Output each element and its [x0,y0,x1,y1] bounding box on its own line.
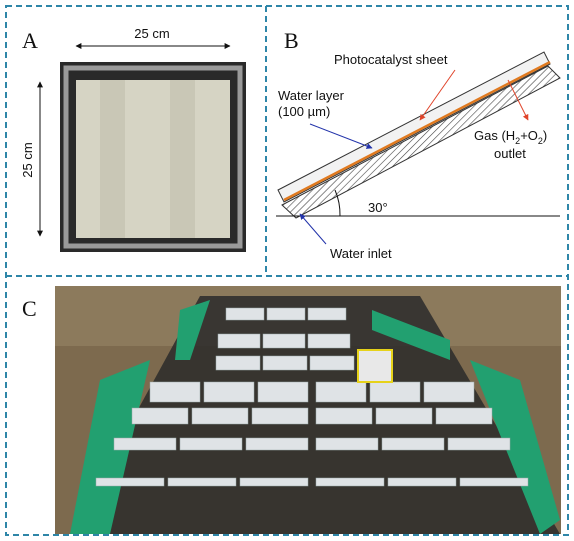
sheet-label: Photocatalyst sheet [334,52,448,67]
solar-panel [316,438,378,450]
solar-panel [310,356,354,370]
solar-panel [316,382,366,402]
angle-label: 30° [368,200,388,215]
solar-panel [192,408,248,424]
panel-a: A 25 cm 25 cm [20,26,246,252]
panel-letter: C [22,296,37,321]
solar-panel [240,478,308,486]
solar-panel [460,478,528,486]
panel-letter: A [22,28,38,53]
solar-panel [96,478,164,486]
solar-panel [376,408,432,424]
gas-label: Gas (H2+O2) [474,128,547,146]
solar-panel [436,408,492,424]
water-layer-label: (100 µm) [278,104,330,119]
solar-panel [424,382,474,402]
solar-panel [246,438,308,450]
solar-panel [316,478,384,486]
solar-panel [263,334,305,348]
solar-panel [448,438,510,450]
solar-panel [226,308,264,320]
solar-panel [258,382,308,402]
solar-panel [252,408,308,424]
solar-panel [388,478,456,486]
solar-panel [267,308,305,320]
figure: A 25 cm 25 cm B 30° Photocatalyst sheet … [0,0,574,541]
outlet-label: outlet [494,146,526,161]
solar-panel [218,334,260,348]
photo-sheet [76,80,230,238]
solar-panel [180,438,242,450]
solar-panel [316,408,372,424]
inlet-label: Water inlet [330,246,392,261]
water-layer-label: Water layer [278,88,345,103]
solar-panel [216,356,260,370]
solar-panel [263,356,307,370]
solar-panel [308,334,350,348]
solar-panel [308,308,346,320]
panel-c: C [22,286,561,534]
panel-letter: B [284,28,299,53]
solar-panel [382,438,444,450]
solar-panel [150,382,200,402]
width-label: 25 cm [134,26,169,41]
solar-panel [370,382,420,402]
solar-panel [168,478,236,486]
solar-panel [204,382,254,402]
panel-b: B 30° Photocatalyst sheet Water layer (1… [276,28,560,261]
height-label: 25 cm [20,142,35,177]
solar-panel [114,438,176,450]
solar-panel [132,408,188,424]
